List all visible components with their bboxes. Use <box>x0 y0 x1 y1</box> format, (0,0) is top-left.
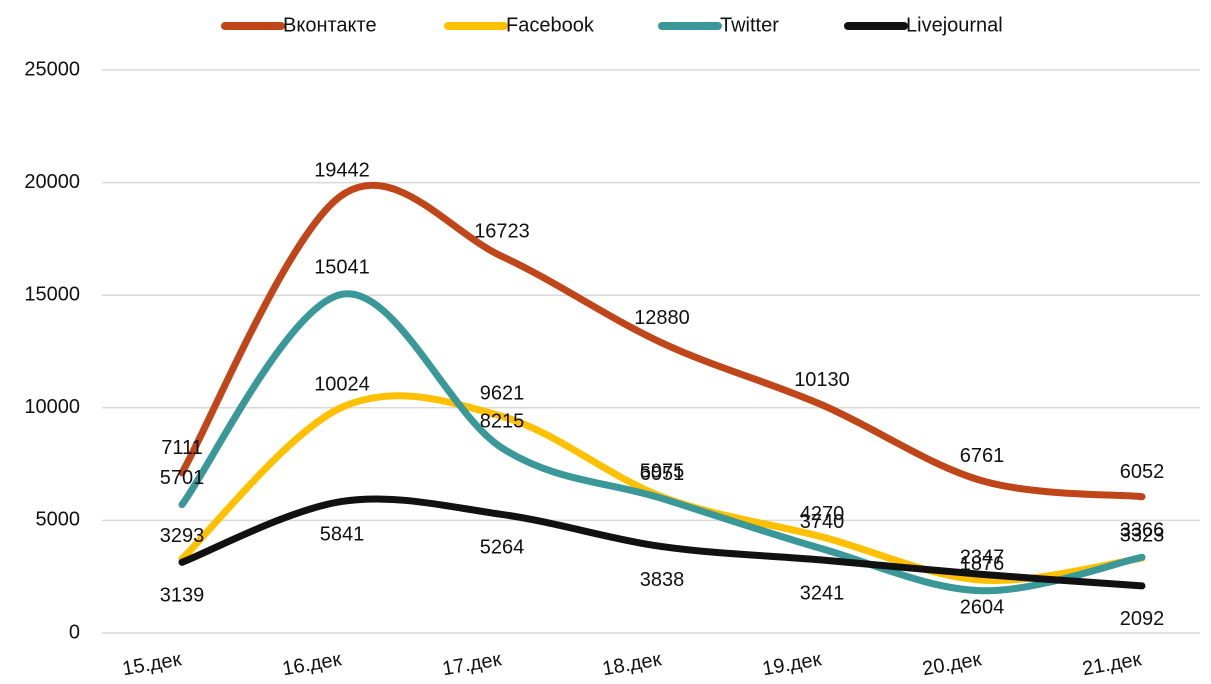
x-tick-label: 16.дек <box>281 648 344 680</box>
y-tick-label: 20000 <box>24 171 80 193</box>
data-label: 2347 <box>960 546 1005 568</box>
data-label: 2092 <box>1120 608 1165 630</box>
data-label: 6052 <box>1120 461 1165 483</box>
y-tick-label: 0 <box>69 621 80 643</box>
series-line <box>178 290 1146 595</box>
data-label: 8215 <box>480 410 525 432</box>
data-label: 5264 <box>480 537 525 559</box>
data-label: 3241 <box>800 582 845 604</box>
data-label: 5975 <box>640 461 685 483</box>
data-label: 5701 <box>160 467 205 489</box>
series-line <box>178 181 1146 501</box>
data-label: 3740 <box>800 511 845 533</box>
x-tick-label: 19.дек <box>761 648 824 680</box>
y-tick-label: 10000 <box>24 396 80 418</box>
y-tick-label: 5000 <box>36 509 81 531</box>
data-label: 19442 <box>314 159 370 181</box>
data-label: 16723 <box>474 221 530 243</box>
x-tick-label: 15.дек <box>121 648 184 680</box>
x-tick-label: 18.дек <box>601 648 664 680</box>
data-label: 10024 <box>314 374 370 396</box>
data-label: 3366 <box>1120 519 1165 541</box>
data-label: 6761 <box>960 445 1005 467</box>
data-label: 2604 <box>960 597 1005 619</box>
data-label: 3139 <box>160 585 205 607</box>
data-label: 3838 <box>640 569 685 591</box>
data-label: 12880 <box>634 307 690 329</box>
data-label: 4270 <box>800 503 845 525</box>
data-label: 1876 <box>960 553 1005 575</box>
x-tick-label: 21.дек <box>1081 648 1144 680</box>
series-line <box>178 392 1146 585</box>
legend-label: Livejournal <box>906 14 1003 36</box>
data-label: 6051 <box>640 463 685 485</box>
data-label: 5841 <box>320 524 365 546</box>
legend-label: Вконтакте <box>283 14 377 36</box>
data-label: 3293 <box>160 525 205 547</box>
y-tick-label: 15000 <box>24 283 80 305</box>
x-tick-label: 17.дек <box>441 648 504 680</box>
x-tick-label: 20.дек <box>921 648 984 680</box>
data-label: 10130 <box>794 369 850 391</box>
legend-label: Facebook <box>506 14 595 36</box>
data-label: 3323 <box>1120 524 1165 546</box>
data-label: 7111 <box>161 437 203 459</box>
legend-label: Twitter <box>720 14 779 36</box>
data-label: 15041 <box>314 257 370 279</box>
y-tick-label: 25000 <box>24 58 80 80</box>
data-label: 9621 <box>480 383 525 405</box>
series-line <box>178 495 1146 590</box>
